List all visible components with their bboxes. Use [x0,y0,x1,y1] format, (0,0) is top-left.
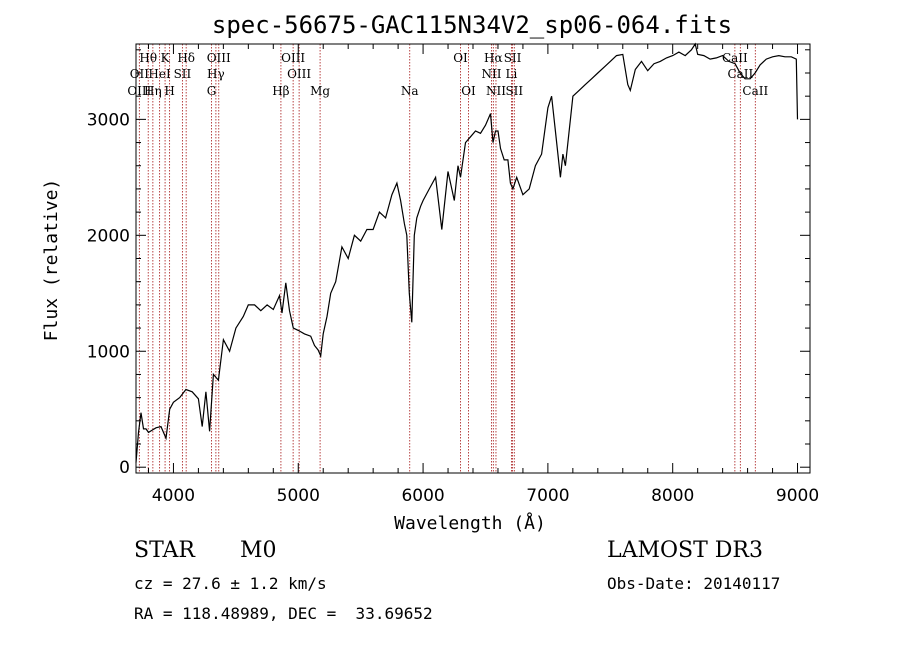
line-label: Hα [484,51,503,65]
line-label: SII [174,67,192,81]
x-tick-label: 7000 [526,486,569,506]
line-label: Hη [144,84,162,98]
line-label: Hγ [207,67,225,81]
x-tick-label: 4000 [152,486,195,506]
line-label: Na [401,84,419,98]
x-tick-label: 6000 [401,486,444,506]
survey-label: LAMOST DR3 [607,538,763,563]
y-tick-label: 3000 [87,110,130,130]
cz-value: cz = 27.6 ± 1.2 km/s [134,574,327,593]
line-label: NII [486,84,506,98]
y-tick-label: 1000 [87,342,130,362]
line-label: Hβ [272,84,289,98]
x-axis-ticks: 4000 5000 6000 7000 8000 9000 [147,44,819,506]
line-label: Hθ [139,51,157,65]
line-label: OII [130,67,150,81]
line-label: OIII [127,84,151,98]
plot-frame [135,43,811,474]
x-tick-label: 5000 [277,486,320,506]
line-label: OIII [287,67,311,81]
subclass-label: M0 [240,538,277,563]
line-label: NII [481,67,501,81]
line-label: OI [461,84,476,98]
line-label: Li [506,67,518,81]
line-label: SII [504,51,522,65]
obs-date: Obs-Date: 20140117 [607,574,781,593]
line-label: SII [505,84,523,98]
y-tick-label: 0 [119,458,130,478]
spectrum-line [135,42,799,463]
line-label: H [164,84,174,98]
class-label: STAR [134,538,195,563]
line-label: G [207,84,217,98]
line-label: CaII [742,84,768,98]
line-label: Hδ [177,51,195,65]
chart-title: spec-56675-GAC115N34V2_sp06-064.fits [212,11,732,39]
line-label: OIII [207,51,231,65]
line-label: OI [453,51,468,65]
x-axis-label: Wavelength (Å) [394,512,546,534]
y-axis-ticks: 0 1000 2000 3000 [87,49,810,478]
y-axis-label: Flux (relative) [41,179,62,342]
coordinates: RA = 118.48989, DEC = 33.69652 [134,604,433,623]
line-label: Mg [310,84,330,98]
line-label: K [161,51,171,65]
x-tick-label: 8000 [651,486,694,506]
y-tick-label: 2000 [87,226,130,246]
emission-line-markers [138,44,756,473]
line-label: OIII [281,51,305,65]
x-tick-label: 9000 [776,486,819,506]
line-label: HeI [148,67,171,81]
